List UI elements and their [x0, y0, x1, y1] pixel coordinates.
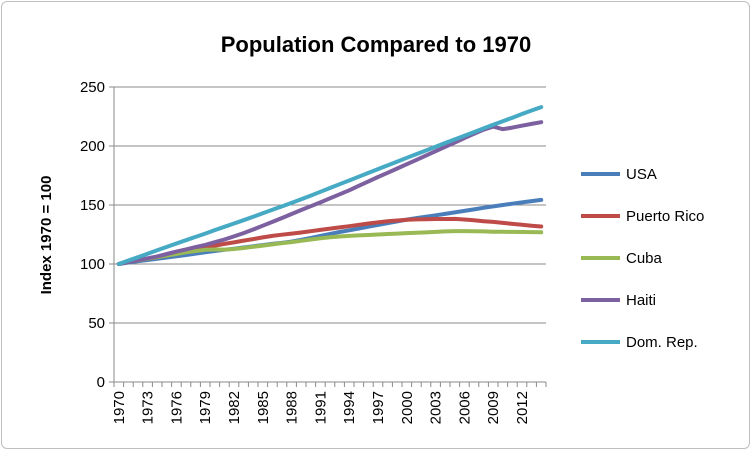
x-tick-label: 1979	[197, 391, 214, 424]
y-tick-labels: 0 50 100 150 200 250	[80, 79, 105, 391]
x-tick-label: 1988	[284, 391, 301, 424]
x-tick-label: 2006	[456, 391, 473, 424]
legend: USA Puerto Rico Cuba Haiti Dom. Rep.	[581, 166, 704, 351]
legend-label-puerto-rico: Puerto Rico	[626, 208, 704, 225]
y-axis-label: Index 1970 = 100	[38, 176, 55, 295]
legend-label-dom-rep: Dom. Rep.	[626, 334, 698, 351]
x-tick-labels: 1970 1973 1976 1979 1982 1985 1988 1991 1994 1997…	[111, 391, 531, 424]
y-tick-label: 100	[80, 256, 105, 273]
series-line-cuba	[116, 229, 544, 266]
x-tick-label: 1982	[226, 391, 243, 424]
axes	[109, 86, 547, 387]
series-line-usa	[116, 197, 544, 266]
y-tick-label: 150	[80, 197, 105, 214]
y-tick-label: 0	[97, 374, 105, 391]
x-tick-label: 1985	[255, 391, 272, 424]
x-tick-label: 2012	[514, 391, 531, 424]
series-line-dom-rep	[116, 105, 544, 266]
series-lines	[116, 105, 544, 266]
y-tick-label: 50	[88, 315, 105, 332]
x-tick-label: 2000	[399, 391, 416, 424]
x-tick-label: 1991	[312, 391, 329, 424]
legend-label-usa: USA	[626, 166, 657, 183]
x-tick-label: 1997	[370, 391, 387, 424]
x-tick-label: 2003	[428, 391, 445, 424]
legend-label-cuba: Cuba	[626, 250, 663, 267]
x-tick-label: 1976	[168, 391, 185, 424]
x-tick-label: 1970	[111, 391, 128, 424]
x-tick-label: 1973	[140, 391, 157, 424]
x-tick-label: 2009	[485, 391, 502, 424]
y-tick-label: 250	[80, 79, 105, 96]
gridlines	[114, 86, 546, 324]
x-tick-label: 1994	[341, 391, 358, 424]
y-tick-label: 200	[80, 138, 105, 155]
chart-title: Population Compared to 1970	[221, 32, 532, 57]
legend-label-haiti: Haiti	[626, 292, 656, 309]
